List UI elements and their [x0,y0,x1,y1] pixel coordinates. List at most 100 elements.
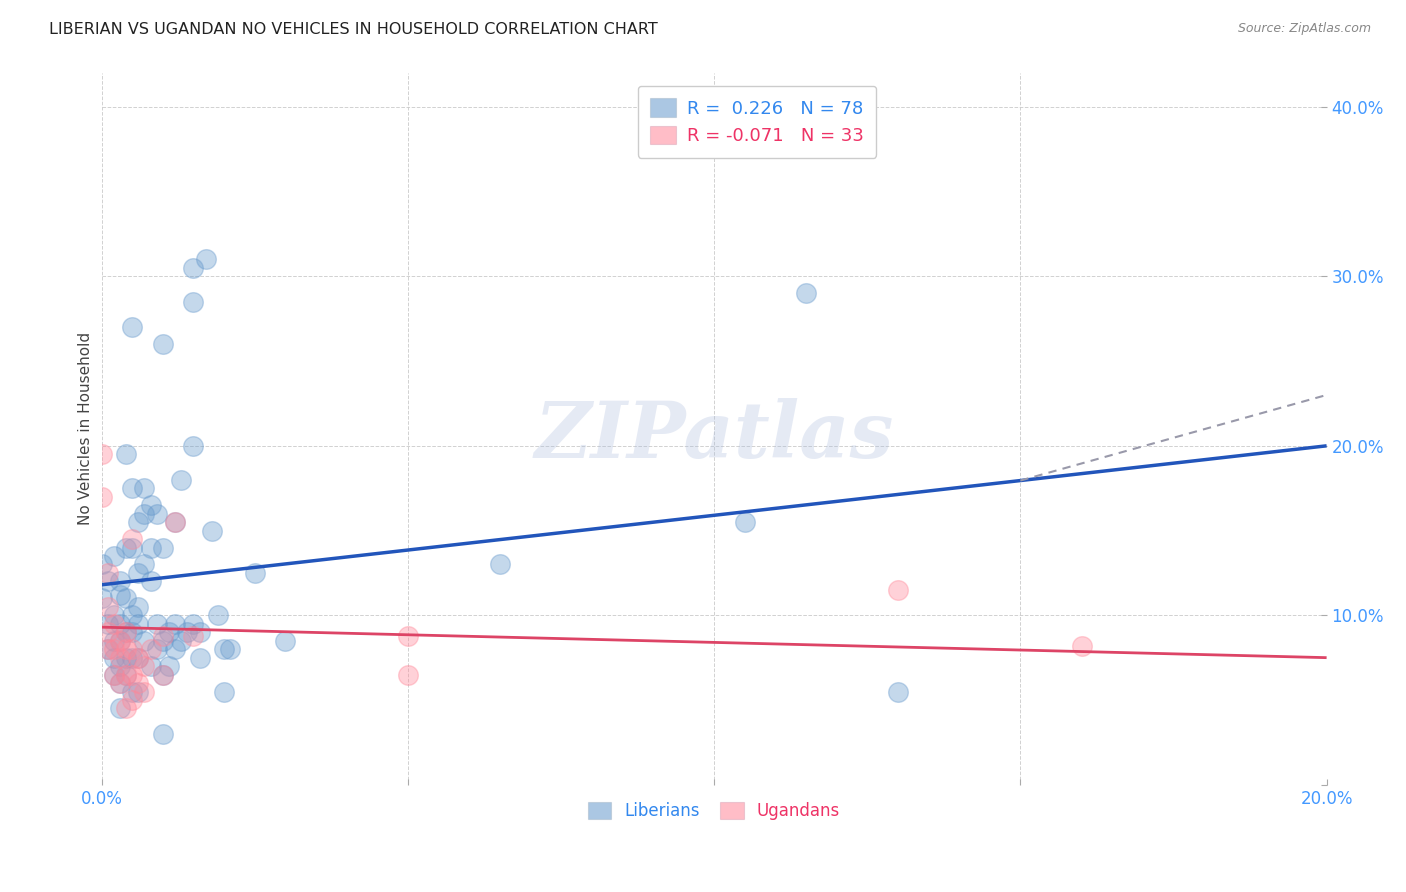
Point [108,616,131,631]
Point [145,616,167,631]
Point [121,532,143,546]
Point [127,650,149,665]
Point [103,616,125,631]
Point [108,650,131,665]
Point [121,642,143,657]
Point [121,541,143,555]
Point [108,588,131,602]
Point [152,633,174,648]
Y-axis label: No Vehicles in Household: No Vehicles in Household [79,333,93,525]
Point [90,558,112,572]
Point [887,684,910,698]
Point [152,667,174,681]
Point [183,439,205,453]
Point [115,667,138,681]
Point [194,252,217,267]
Point [115,667,138,681]
Point [90,591,112,606]
Point [212,684,235,698]
Point [274,633,297,648]
Point [90,447,112,461]
Point [212,642,235,657]
Point [188,625,211,640]
Point [115,650,138,665]
Point [734,515,756,529]
Point [121,320,143,334]
Point [127,650,149,665]
Text: LIBERIAN VS UGANDAN NO VEHICLES IN HOUSEHOLD CORRELATION CHART: LIBERIAN VS UGANDAN NO VEHICLES IN HOUSE… [49,22,658,37]
Point [127,676,149,690]
Point [201,524,224,538]
Point [183,260,205,275]
Point [183,629,205,643]
Point [176,625,198,640]
Point [103,642,125,657]
Point [145,507,167,521]
Point [165,642,187,657]
Point [103,667,125,681]
Point [139,541,162,555]
Text: Source: ZipAtlas.com: Source: ZipAtlas.com [1237,22,1371,36]
Point [134,659,156,673]
Point [97,625,120,640]
Point [108,633,131,648]
Point [152,629,174,643]
Point [115,625,138,640]
Point [108,676,131,690]
Point [97,599,120,614]
Point [794,286,817,301]
Point [145,642,167,657]
Point [1070,639,1092,653]
Point [103,549,125,563]
Point [139,659,162,673]
Point [139,498,162,512]
Point [488,558,510,572]
Point [97,616,120,631]
Point [103,633,125,648]
Point [165,515,187,529]
Point [152,541,174,555]
Point [121,667,143,681]
Point [127,684,149,698]
Point [396,629,419,643]
Point [165,515,187,529]
Point [97,566,120,580]
Point [121,693,143,707]
Point [139,574,162,589]
Point [134,507,156,521]
Point [121,481,143,495]
Point [121,625,143,640]
Point [134,558,156,572]
Point [183,294,205,309]
Point [115,625,138,640]
Point [219,642,242,657]
Text: ZIPatlas: ZIPatlas [534,398,894,475]
Point [97,642,120,657]
Point [115,642,138,657]
Point [139,642,162,657]
Point [157,625,180,640]
Point [121,650,143,665]
Point [127,566,149,580]
Point [243,566,266,580]
Point [108,659,131,673]
Point [127,515,149,529]
Point [134,684,156,698]
Point [115,591,138,606]
Point [97,642,120,657]
Point [108,701,131,715]
Point [115,541,138,555]
Point [108,574,131,589]
Point [115,447,138,461]
Point [115,701,138,715]
Point [108,676,131,690]
Point [207,608,229,623]
Point [170,473,193,487]
Point [103,667,125,681]
Point [152,337,174,351]
Point [396,667,419,681]
Point [157,659,180,673]
Point [134,633,156,648]
Point [188,650,211,665]
Point [152,727,174,741]
